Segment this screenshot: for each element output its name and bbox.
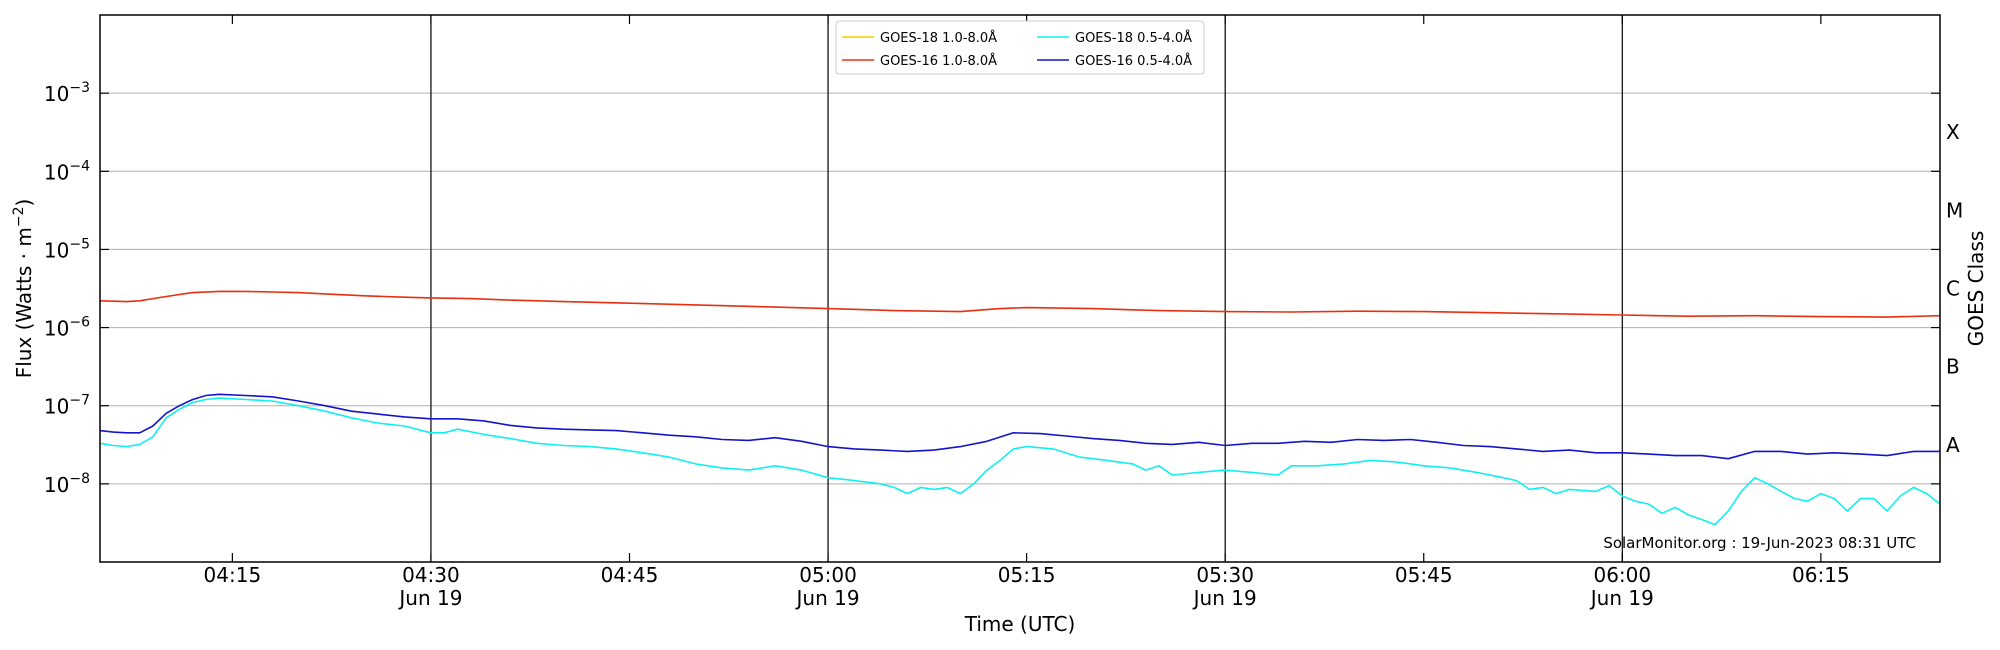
goes-class-labels: X M C B A [1946, 120, 1963, 457]
y-tick-exponent: −8 [69, 471, 90, 487]
y-tick-exponent: −3 [69, 80, 90, 96]
y-tick-mantissa: 10 [44, 317, 69, 341]
legend-label-goes18-long: GOES-18 1.0-8.0Å [880, 30, 997, 46]
y-axis-title-prefix: Flux (Watts · m [12, 227, 36, 378]
y-axis-ticks: 10−810−710−610−510−410−3 [44, 80, 1940, 497]
right-axis-title: GOES Class [1964, 231, 1988, 347]
legend-label-goes18-short: GOES-18 0.5-4.0Å [1075, 30, 1192, 46]
x-tick-label: 05:00 [799, 563, 857, 587]
x-tick-date-label: Jun 19 [397, 586, 462, 610]
watermark-text: SolarMonitor.org : 19-Jun-2023 08:31 UTC [1603, 534, 1916, 552]
x-tick-label: 06:00 [1593, 563, 1651, 587]
x-tick-date-label: Jun 19 [795, 586, 860, 610]
x-tick-label: 05:45 [1395, 563, 1453, 587]
y-tick-exponent: −6 [69, 315, 90, 331]
horizontal-gridlines [100, 92, 1940, 485]
goes-class-label-c: C [1946, 277, 1960, 301]
y-tick-label: 10−7 [44, 393, 90, 419]
y-tick-label: 10−8 [44, 471, 90, 497]
legend: GOES-18 1.0-8.0Å GOES-16 1.0-8.0Å GOES-1… [835, 20, 1205, 75]
y-tick-label: 10−5 [44, 236, 90, 262]
y-tick-mantissa: 10 [44, 473, 69, 497]
x-tick-date-label: Jun 19 [1192, 586, 1257, 610]
plot-frame [99, 14, 1941, 563]
y-tick-mantissa: 10 [44, 238, 69, 262]
goes-class-label-m: M [1946, 198, 1963, 222]
legend-label-goes16-long: GOES-16 1.0-8.0Å [880, 53, 997, 69]
y-tick-exponent: −5 [69, 236, 90, 252]
y-tick-label: 10−3 [44, 80, 90, 106]
day-divider-lines [430, 15, 1623, 562]
x-axis-title: Time (UTC) [964, 612, 1076, 636]
y-tick-mantissa: 10 [44, 160, 69, 184]
y-tick-label: 10−6 [44, 315, 90, 341]
series-line-3 [99, 393, 1940, 460]
y-tick-exponent: −7 [69, 393, 90, 409]
y-axis-title: Flux (Watts · m−2) [11, 199, 36, 379]
series-lines [99, 290, 1941, 526]
y-tick-mantissa: 10 [44, 395, 69, 419]
y-axis-title-suffix: ) [12, 199, 36, 207]
series-line-2 [99, 397, 1941, 526]
y-tick-label: 10−4 [44, 158, 90, 184]
x-tick-label: 05:30 [1196, 563, 1254, 587]
goes-class-label-a: A [1946, 433, 1960, 457]
x-tick-label: 04:45 [601, 563, 659, 587]
y-tick-exponent: −4 [69, 158, 90, 174]
x-tick-date-label: Jun 19 [1589, 586, 1654, 610]
legend-box [835, 20, 1205, 75]
x-tick-label: 04:15 [204, 563, 262, 587]
x-tick-label: 04:30 [402, 563, 460, 587]
x-tick-label: 06:15 [1792, 563, 1850, 587]
series-line-1 [99, 290, 1941, 318]
y-axis-title-exponent: −2 [11, 207, 27, 228]
y-tick-mantissa: 10 [44, 82, 69, 106]
legend-label-goes16-short: GOES-16 0.5-4.0Å [1075, 53, 1192, 69]
x-tick-label: 05:15 [998, 563, 1056, 587]
goes-class-label-b: B [1946, 355, 1960, 379]
goes-class-label-x: X [1946, 120, 1960, 144]
